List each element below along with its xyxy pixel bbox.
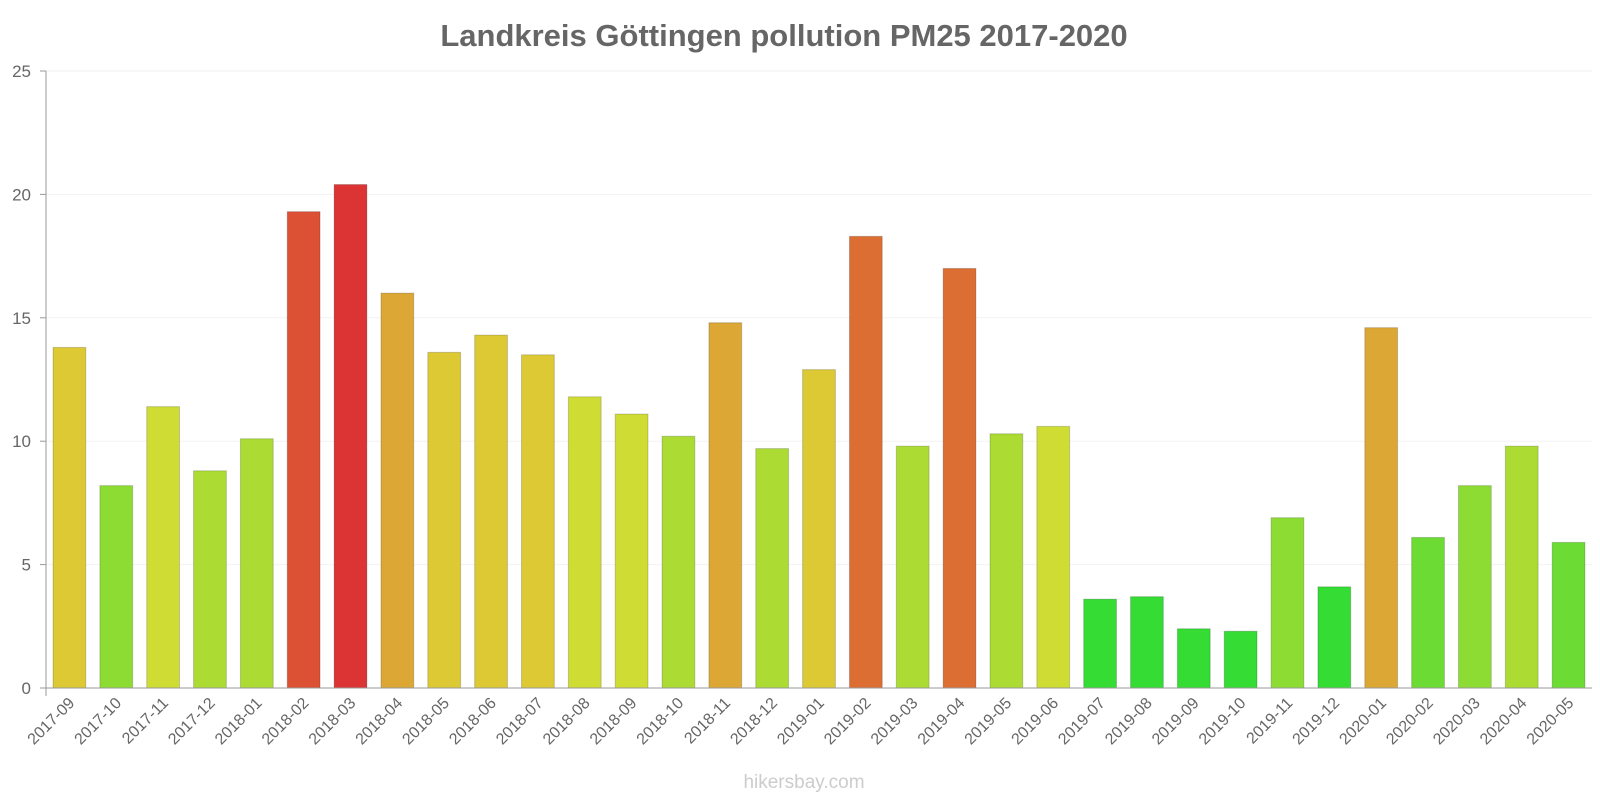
bars <box>52 184 1586 689</box>
bar-2019-09 <box>1176 628 1211 689</box>
bar-2019-06 <box>1036 425 1071 689</box>
bar-2018-03 <box>333 184 368 689</box>
x-tick-label: 2019-04 <box>915 695 969 749</box>
x-tick-label: 2018-02 <box>259 695 313 749</box>
x-tick-label: 2018-05 <box>399 695 453 749</box>
bar-2019-12 <box>1317 586 1352 689</box>
bar-2017-12 <box>193 470 227 689</box>
bar-2018-02 <box>286 211 321 689</box>
x-tick-label: 2017-10 <box>72 695 126 749</box>
x-tick-label: 2017-09 <box>25 695 79 749</box>
bar-2019-05 <box>989 433 1024 689</box>
x-tick-label: 2018-12 <box>727 695 781 749</box>
bar-2019-08 <box>1130 596 1164 689</box>
x-tick-label: 2019-09 <box>1149 695 1203 749</box>
x-axis-labels: 2017-092017-102017-112017-122018-012018-… <box>25 695 1578 749</box>
x-tick-label: 2019-01 <box>774 695 828 749</box>
bar-2018-06 <box>474 334 508 689</box>
x-tick-label: 2018-01 <box>212 695 266 749</box>
bar-2020-02 <box>1411 536 1445 689</box>
bar-2018-10 <box>661 435 696 689</box>
bar-2020-01 <box>1364 327 1399 689</box>
x-tick-label: 2019-05 <box>962 695 1016 749</box>
bar-2019-02 <box>848 235 883 689</box>
x-tick-label: 2019-06 <box>1009 695 1063 749</box>
bar-2018-11 <box>708 322 743 689</box>
x-tick-label: 2018-06 <box>446 695 500 749</box>
y-tick-label: 10 <box>12 432 31 451</box>
bar-2020-03 <box>1457 485 1492 689</box>
bar-2020-04 <box>1504 445 1539 689</box>
x-tick-label: 2018-10 <box>634 695 688 749</box>
bar-2019-10 <box>1223 630 1258 689</box>
y-tick-label: 0 <box>22 679 31 698</box>
bar-2018-09 <box>614 413 649 689</box>
bar-2017-11 <box>146 406 181 689</box>
x-tick-label: 2017-11 <box>119 695 172 748</box>
x-tick-label: 2019-02 <box>821 695 875 749</box>
x-tick-label: 2018-11 <box>681 695 734 748</box>
bar-2018-01 <box>239 438 274 689</box>
bar-2019-04 <box>942 267 977 689</box>
bar-2018-07 <box>521 354 555 689</box>
bar-2019-11 <box>1270 517 1305 689</box>
y-tick-label: 5 <box>22 556 31 575</box>
bar-2018-08 <box>567 396 602 689</box>
x-tick-label: 2018-03 <box>306 695 360 749</box>
bar-2019-07 <box>1083 598 1117 689</box>
y-tick-label: 20 <box>12 185 31 204</box>
y-tick-label: 25 <box>12 62 31 81</box>
bar-2018-05 <box>427 351 462 689</box>
x-tick-label: 2019-08 <box>1102 695 1156 749</box>
x-tick-label: 2019-12 <box>1290 695 1344 749</box>
x-tick-label: 2018-04 <box>353 695 407 749</box>
x-tick-label: 2018-08 <box>540 695 594 749</box>
x-tick-label: 2020-05 <box>1524 695 1578 749</box>
x-tick-label: 2019-11 <box>1244 695 1297 748</box>
axes <box>45 71 1592 696</box>
x-tick-label: 2020-04 <box>1477 695 1531 749</box>
y-tick-label: 15 <box>12 309 31 328</box>
x-tick-label: 2019-07 <box>1055 695 1109 749</box>
y-axis-labels: 0 5 10 15 20 25 <box>12 62 31 698</box>
x-tick-label: 2020-01 <box>1336 695 1390 749</box>
bar-2017-09 <box>52 346 87 689</box>
bar-2019-03 <box>895 445 930 689</box>
bar-2019-01 <box>802 369 836 689</box>
bar-2018-04 <box>380 292 415 689</box>
x-tick-label: 2018-07 <box>493 695 547 749</box>
x-tick-label: 2019-10 <box>1196 695 1250 749</box>
bar-2020-05 <box>1551 541 1586 689</box>
x-tick-label: 2017-12 <box>165 695 219 749</box>
bar-2018-12 <box>755 448 790 689</box>
watermark: hikersbay.com <box>743 772 864 793</box>
chart-title: Landkreis Göttingen pollution PM25 2017-… <box>440 18 1127 53</box>
x-tick-label: 2019-03 <box>868 695 922 749</box>
x-tick-label: 2018-09 <box>587 695 641 749</box>
x-tick-label: 2020-02 <box>1383 695 1437 749</box>
x-tick-label: 2020-03 <box>1430 695 1484 749</box>
bar-2017-10 <box>99 485 134 689</box>
